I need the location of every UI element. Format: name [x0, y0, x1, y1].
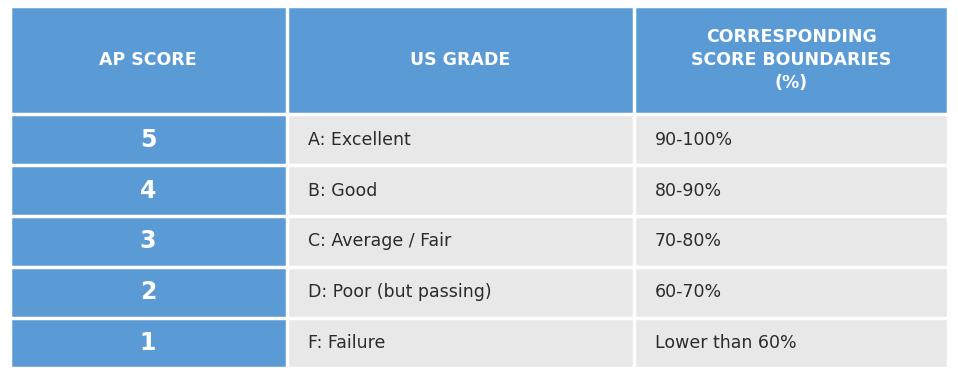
Text: F: Failure: F: Failure: [308, 334, 385, 352]
Text: B: Good: B: Good: [308, 182, 377, 199]
Bar: [634, 318, 948, 368]
Bar: [10, 216, 286, 267]
Text: 5: 5: [140, 128, 156, 152]
Text: A: Excellent: A: Excellent: [308, 131, 410, 149]
Bar: [10, 114, 286, 165]
Bar: [10, 267, 286, 318]
Bar: [286, 165, 634, 216]
Bar: [286, 318, 634, 368]
Text: AP SCORE: AP SCORE: [100, 51, 197, 69]
Bar: [286, 267, 634, 318]
Bar: [10, 165, 286, 216]
Text: US GRADE: US GRADE: [410, 51, 511, 69]
Bar: [286, 114, 634, 165]
Bar: [10, 6, 286, 114]
Bar: [286, 6, 634, 114]
Text: CORRESPONDING
SCORE BOUNDARIES
(%): CORRESPONDING SCORE BOUNDARIES (%): [691, 28, 891, 92]
Bar: [634, 165, 948, 216]
Bar: [634, 114, 948, 165]
Bar: [10, 318, 286, 368]
Text: 90-100%: 90-100%: [655, 131, 733, 149]
Text: 60-70%: 60-70%: [655, 283, 722, 301]
Text: 70-80%: 70-80%: [655, 232, 722, 250]
Text: 3: 3: [140, 229, 156, 253]
Bar: [634, 216, 948, 267]
Text: 1: 1: [140, 331, 156, 355]
Bar: [634, 6, 948, 114]
Text: C: Average / Fair: C: Average / Fair: [308, 232, 451, 250]
Text: 80-90%: 80-90%: [655, 182, 722, 199]
Text: 4: 4: [140, 179, 156, 203]
Text: Lower than 60%: Lower than 60%: [655, 334, 797, 352]
Bar: [286, 216, 634, 267]
Text: 2: 2: [140, 280, 156, 304]
Text: D: Poor (but passing): D: Poor (but passing): [308, 283, 491, 301]
Bar: [634, 267, 948, 318]
